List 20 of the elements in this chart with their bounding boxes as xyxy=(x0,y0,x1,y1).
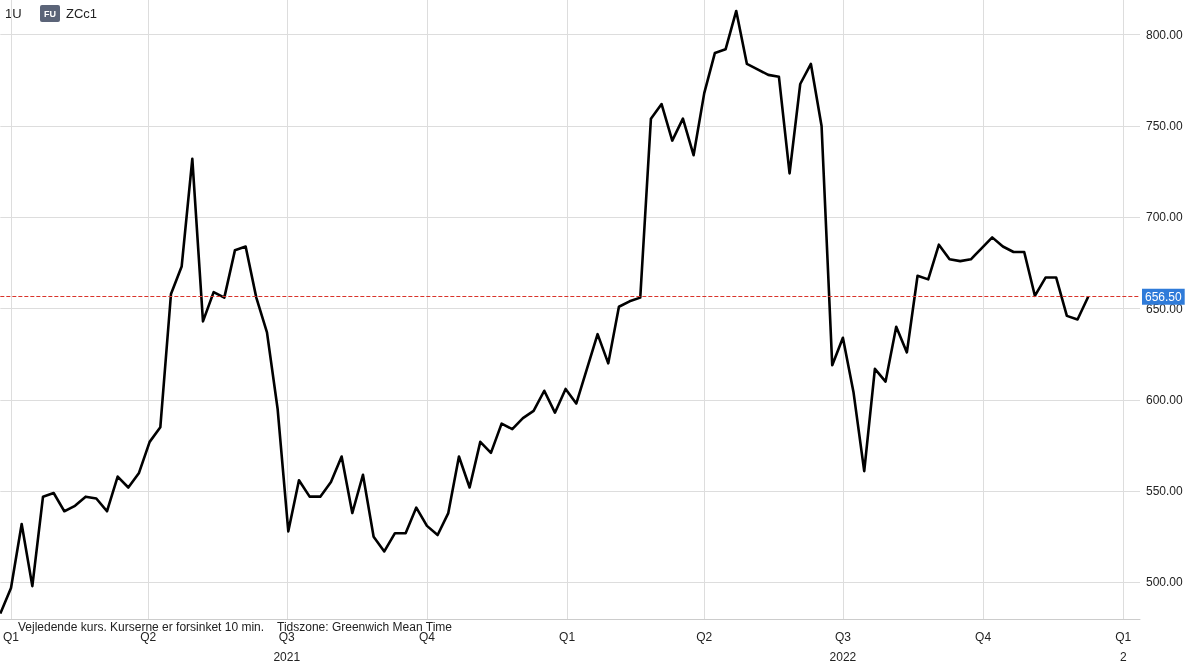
x-tick-label: Q1 xyxy=(3,630,20,644)
x-tick-label: Q4 xyxy=(975,630,992,644)
text: ZCc1 xyxy=(66,6,98,21)
text: 1U xyxy=(5,6,22,21)
y-tick-label: 550.00 xyxy=(1146,484,1184,499)
y-tick-label: 650.00 xyxy=(1146,301,1184,316)
ref-line-label: 656.50 xyxy=(1145,289,1183,304)
x-tick-label: Q2 xyxy=(696,630,713,644)
y-tick-label: 700.00 xyxy=(1146,210,1184,225)
x-tick-label: Q4 xyxy=(418,630,436,644)
y-tick-label: 750.00 xyxy=(1146,118,1184,133)
x-tick-label: Q1 xyxy=(559,630,576,644)
y-tick-label: 500.00 xyxy=(1146,575,1184,590)
y-tick-label: 800.00 xyxy=(1146,27,1184,42)
line-series xyxy=(0,9,1090,615)
annotation: FU xyxy=(44,8,56,19)
x-tick-label: Q3 2022 xyxy=(829,630,857,664)
y-tick-label: 600.00 xyxy=(1146,392,1184,407)
x-tick-label: Q1 2 xyxy=(1115,630,1132,664)
x-tick-label: Q3 2021 xyxy=(273,630,301,664)
